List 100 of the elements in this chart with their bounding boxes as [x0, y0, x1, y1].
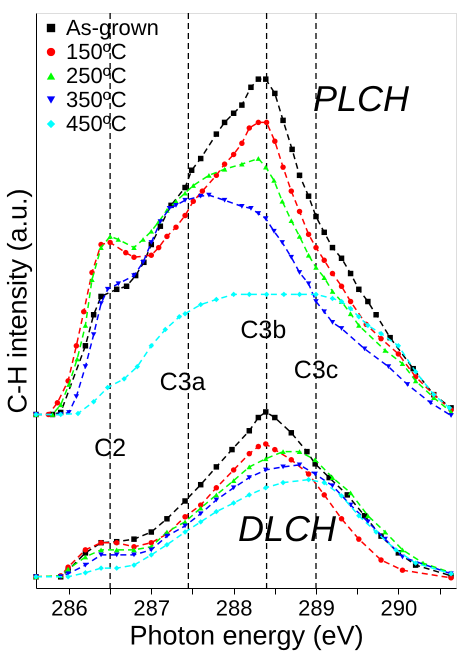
- point: [256, 444, 262, 450]
- point: [400, 554, 406, 560]
- point: [104, 286, 110, 292]
- point: [198, 156, 204, 162]
- point: [81, 308, 87, 314]
- point: [338, 516, 344, 522]
- point: [373, 312, 379, 318]
- point: [82, 570, 88, 576]
- point: [222, 166, 228, 172]
- point: [428, 400, 434, 406]
- point: [263, 216, 269, 221]
- point: [104, 384, 110, 390]
- legend-label: 350ºC: [66, 87, 127, 112]
- point: [98, 552, 104, 558]
- point: [296, 234, 302, 239]
- point: [148, 529, 154, 535]
- point: [264, 120, 270, 126]
- point: [182, 184, 188, 190]
- point: [356, 513, 362, 518]
- point: [116, 281, 122, 286]
- point: [448, 413, 454, 418]
- point: [230, 478, 236, 484]
- point: [263, 485, 269, 490]
- point: [188, 167, 194, 173]
- point: [198, 511, 204, 516]
- point: [280, 464, 286, 470]
- point: [256, 211, 262, 216]
- point: [82, 547, 88, 553]
- point: [230, 152, 236, 158]
- point: [182, 514, 188, 520]
- point: [279, 240, 285, 245]
- point: [131, 245, 137, 250]
- point: [200, 188, 206, 194]
- point: [272, 414, 278, 420]
- point: [263, 468, 269, 472]
- point: [190, 183, 196, 188]
- point: [272, 138, 278, 144]
- point: [296, 462, 302, 468]
- point: [272, 90, 278, 96]
- point: [296, 292, 302, 298]
- point: [296, 208, 302, 214]
- point: [382, 348, 388, 353]
- point: [123, 250, 129, 256]
- point: [66, 382, 72, 387]
- point: [313, 292, 319, 298]
- point: [400, 567, 406, 573]
- point: [348, 270, 354, 276]
- point: [400, 547, 406, 552]
- point: [378, 330, 384, 336]
- point: [230, 485, 236, 490]
- point: [239, 204, 245, 209]
- point: [148, 552, 154, 558]
- point: [82, 554, 88, 560]
- point: [82, 323, 88, 328]
- point: [280, 449, 286, 454]
- point: [348, 298, 354, 304]
- point: [214, 498, 220, 502]
- point: [158, 223, 164, 229]
- point: [98, 301, 104, 306]
- point: [182, 498, 188, 504]
- point: [124, 284, 130, 289]
- point: [148, 343, 154, 349]
- point: [131, 562, 137, 568]
- point: [382, 530, 388, 534]
- point: [256, 414, 262, 420]
- point: [338, 256, 344, 262]
- point: [312, 457, 318, 462]
- point: [246, 464, 252, 470]
- point: [356, 286, 362, 292]
- point: [131, 552, 137, 558]
- point: [321, 480, 327, 486]
- point: [156, 244, 162, 250]
- point: [373, 529, 379, 535]
- point: [239, 162, 245, 166]
- point: [58, 402, 64, 408]
- point: [148, 240, 154, 245]
- legend-label: 450ºC: [66, 111, 127, 136]
- point: [256, 120, 262, 126]
- point: [412, 369, 418, 374]
- point: [288, 430, 294, 436]
- x-tick-label: 289: [298, 596, 335, 620]
- point: [248, 84, 254, 90]
- point: [90, 332, 96, 337]
- point: [182, 524, 188, 528]
- y-axis-title: C-H intensity (a.u.): [2, 188, 32, 414]
- point: [393, 547, 399, 553]
- point: [321, 258, 327, 264]
- point: [114, 286, 120, 292]
- point: [131, 254, 137, 260]
- point: [82, 343, 88, 349]
- x-axis-title: Photon energy (eV): [129, 620, 364, 650]
- point: [280, 480, 286, 486]
- ref-line-label: C3b: [240, 316, 286, 344]
- point: [313, 214, 319, 220]
- legend-label: As-grown: [66, 15, 159, 40]
- point: [271, 178, 277, 183]
- point: [148, 228, 154, 234]
- point: [263, 409, 269, 415]
- point: [54, 400, 60, 406]
- point: [321, 309, 327, 314]
